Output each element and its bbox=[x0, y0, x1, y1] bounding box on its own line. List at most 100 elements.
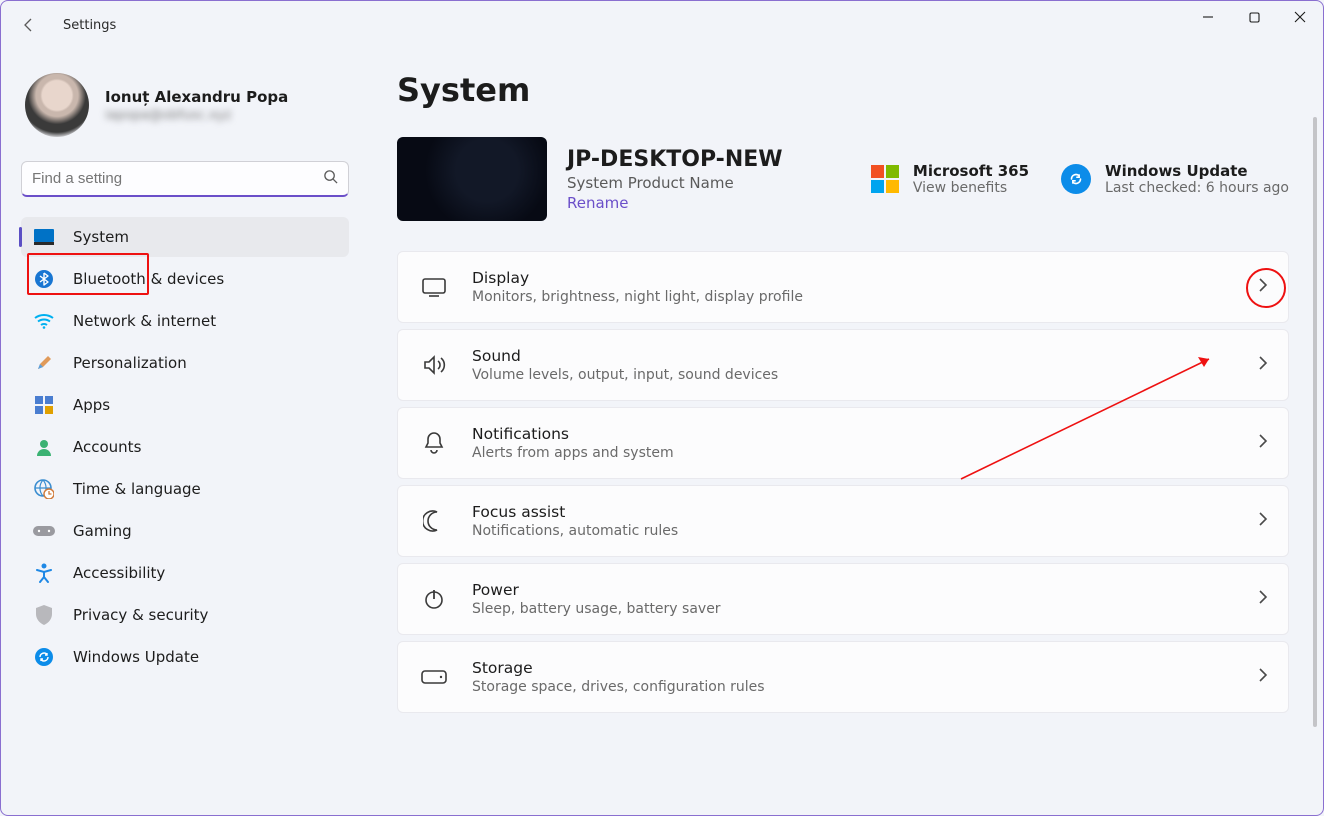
sidebar-item-gaming[interactable]: Gaming bbox=[21, 511, 349, 551]
hero-row: JP-DESKTOP-NEW System Product Name Renam… bbox=[397, 137, 1289, 221]
tile-m365[interactable]: Microsoft 365 View benefits bbox=[871, 162, 1029, 196]
titlebar: Settings bbox=[1, 1, 1323, 49]
card-notifications[interactable]: Notifications Alerts from apps and syste… bbox=[397, 407, 1289, 479]
sidebar-item-personalization[interactable]: Personalization bbox=[21, 343, 349, 383]
sidebar-item-privacy[interactable]: Privacy & security bbox=[21, 595, 349, 635]
sidebar-item-system[interactable]: System bbox=[21, 217, 349, 257]
pc-product-name: System Product Name bbox=[567, 174, 783, 192]
minimize-icon bbox=[1202, 11, 1214, 23]
microsoft-logo-icon bbox=[871, 165, 899, 193]
card-storage[interactable]: Storage Storage space, drives, configura… bbox=[397, 641, 1289, 713]
sidebar-item-label: System bbox=[73, 228, 337, 246]
power-icon bbox=[420, 585, 448, 613]
window-controls bbox=[1185, 1, 1323, 41]
sidebar-item-label: Privacy & security bbox=[73, 606, 337, 624]
shield-icon bbox=[33, 604, 55, 626]
globe-clock-icon bbox=[33, 478, 55, 500]
profile-name: Ionuț Alexandru Popa bbox=[105, 88, 288, 106]
sidebar-item-apps[interactable]: Apps bbox=[21, 385, 349, 425]
desktop-thumbnail[interactable] bbox=[397, 137, 547, 221]
sidebar-item-bluetooth[interactable]: Bluetooth & devices bbox=[21, 259, 349, 299]
sidebar-item-time[interactable]: Time & language bbox=[21, 469, 349, 509]
card-title: Display bbox=[472, 269, 803, 287]
close-button[interactable] bbox=[1277, 1, 1323, 33]
pc-name: JP-DESKTOP-NEW bbox=[567, 147, 783, 172]
card-sub: Monitors, brightness, night light, displ… bbox=[472, 289, 803, 305]
chevron-right-icon bbox=[1258, 667, 1268, 687]
sidebar-item-label: Time & language bbox=[73, 480, 337, 498]
speaker-icon bbox=[420, 351, 448, 379]
scrollbar[interactable] bbox=[1313, 117, 1317, 727]
card-title: Notifications bbox=[472, 425, 674, 443]
sidebar-item-label: Personalization bbox=[73, 354, 337, 372]
chevron-right-icon bbox=[1258, 277, 1268, 297]
update-icon bbox=[33, 646, 55, 668]
chevron-right-icon bbox=[1258, 355, 1268, 375]
card-title: Storage bbox=[472, 659, 765, 677]
card-sub: Storage space, drives, configuration rul… bbox=[472, 679, 765, 695]
bluetooth-icon bbox=[33, 268, 55, 290]
sidebar-item-label: Gaming bbox=[73, 522, 337, 540]
tile-windows-update[interactable]: Windows Update Last checked: 6 hours ago bbox=[1061, 162, 1289, 196]
settings-cards: Display Monitors, brightness, night ligh… bbox=[397, 251, 1289, 713]
chevron-right-icon bbox=[1258, 589, 1268, 609]
search-icon bbox=[323, 169, 338, 188]
card-power[interactable]: Power Sleep, battery usage, battery save… bbox=[397, 563, 1289, 635]
wifi-icon bbox=[33, 310, 55, 332]
card-focus-assist[interactable]: Focus assist Notifications, automatic ru… bbox=[397, 485, 1289, 557]
profile-text: Ionuț Alexandru Popa iapopa@obfusc.xyz bbox=[105, 88, 288, 123]
search-box[interactable] bbox=[21, 161, 349, 197]
card-title: Sound bbox=[472, 347, 778, 365]
card-sub: Notifications, automatic rules bbox=[472, 523, 678, 539]
card-title: Power bbox=[472, 581, 721, 599]
tile-sub: Last checked: 6 hours ago bbox=[1105, 180, 1289, 196]
settings-window: Settings Ionuț Alexandru Popa iapopa@obf… bbox=[0, 0, 1324, 816]
maximize-button[interactable] bbox=[1231, 1, 1277, 33]
sidebar-item-update[interactable]: Windows Update bbox=[21, 637, 349, 677]
monitor-icon bbox=[420, 273, 448, 301]
sidebar-item-network[interactable]: Network & internet bbox=[21, 301, 349, 341]
sidebar-item-accounts[interactable]: Accounts bbox=[21, 427, 349, 467]
sidebar-item-accessibility[interactable]: Accessibility bbox=[21, 553, 349, 593]
arrow-left-icon bbox=[21, 17, 37, 33]
avatar bbox=[25, 73, 89, 137]
minimize-button[interactable] bbox=[1185, 1, 1231, 33]
page-title: System bbox=[397, 71, 1289, 109]
tile-title: Windows Update bbox=[1105, 162, 1289, 180]
card-sub: Volume levels, output, input, sound devi… bbox=[472, 367, 778, 383]
tile-sub: View benefits bbox=[913, 180, 1029, 196]
chevron-right-icon bbox=[1258, 433, 1268, 453]
sidebar-item-label: Network & internet bbox=[73, 312, 337, 330]
search-input[interactable] bbox=[32, 170, 323, 187]
sidebar-item-label: Bluetooth & devices bbox=[73, 270, 337, 288]
accessibility-icon bbox=[33, 562, 55, 584]
drive-icon bbox=[420, 663, 448, 691]
sidebar-item-label: Windows Update bbox=[73, 648, 337, 666]
bell-icon bbox=[420, 429, 448, 457]
app-title: Settings bbox=[63, 18, 116, 33]
nav: System Bluetooth & devices Network & int… bbox=[21, 217, 349, 677]
moon-icon bbox=[420, 507, 448, 535]
card-display[interactable]: Display Monitors, brightness, night ligh… bbox=[397, 251, 1289, 323]
gamepad-icon bbox=[33, 520, 55, 542]
sidebar-item-label: Apps bbox=[73, 396, 337, 414]
chevron-right-icon bbox=[1258, 511, 1268, 531]
person-icon bbox=[33, 436, 55, 458]
status-tiles: Microsoft 365 View benefits Windows Upda… bbox=[871, 162, 1289, 196]
update-circle-icon bbox=[1061, 164, 1091, 194]
card-title: Focus assist bbox=[472, 503, 678, 521]
apps-icon bbox=[33, 394, 55, 416]
card-sub: Alerts from apps and system bbox=[472, 445, 674, 461]
card-sound[interactable]: Sound Volume levels, output, input, soun… bbox=[397, 329, 1289, 401]
rename-link[interactable]: Rename bbox=[567, 194, 783, 212]
display-icon bbox=[33, 226, 55, 248]
close-icon bbox=[1294, 11, 1306, 23]
card-sub: Sleep, battery usage, battery saver bbox=[472, 601, 721, 617]
sidebar-item-label: Accessibility bbox=[73, 564, 337, 582]
profile-block[interactable]: Ionuț Alexandru Popa iapopa@obfusc.xyz bbox=[25, 73, 349, 137]
brush-icon bbox=[33, 352, 55, 374]
maximize-icon bbox=[1249, 12, 1260, 23]
profile-email: iapopa@obfusc.xyz bbox=[105, 108, 288, 123]
back-button[interactable] bbox=[9, 5, 49, 45]
tile-title: Microsoft 365 bbox=[913, 162, 1029, 180]
